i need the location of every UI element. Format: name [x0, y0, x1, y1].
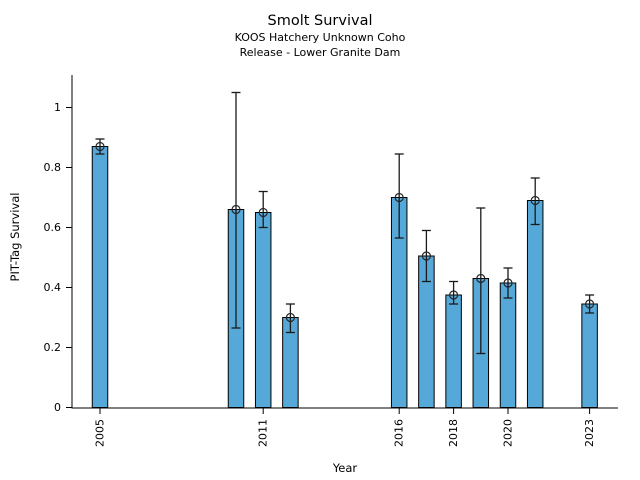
- y-tick-label: 0.6: [44, 221, 62, 234]
- chart-subtitle-line2: Release - Lower Granite Dam: [239, 46, 401, 59]
- x-tick-label: 2016: [393, 419, 406, 447]
- x-tick-label: 2023: [583, 419, 596, 447]
- chart-subtitle-line1: KOOS Hatchery Unknown Coho: [234, 31, 406, 44]
- chart-title: Smolt Survival: [267, 13, 373, 29]
- data-point-marker: [503, 278, 513, 288]
- y-tick-label: 0.4: [44, 281, 62, 294]
- data-point-marker: [258, 207, 268, 218]
- x-tick-label: 2020: [502, 419, 515, 447]
- data-point-marker: [394, 192, 404, 203]
- x-tick-label: 2011: [257, 419, 270, 447]
- data-point-marker: [584, 299, 595, 309]
- y-tick-label: 0.2: [44, 341, 62, 354]
- y-axis-label: PIT-Tag Survival: [8, 193, 22, 282]
- data-point-marker: [530, 195, 540, 206]
- bar-2023: [581, 303, 598, 408]
- data-point-marker: [95, 141, 105, 152]
- data-point-marker: [476, 273, 486, 284]
- bar-2011: [254, 212, 272, 408]
- data-point-marker: [285, 312, 295, 323]
- bar-2021: [526, 200, 544, 408]
- y-tick-label: 0.8: [44, 161, 62, 174]
- y-tick-label: 0: [54, 401, 61, 414]
- data-point-marker: [231, 204, 241, 215]
- data-point-marker: [421, 251, 431, 261]
- x-tick-label: 2005: [94, 419, 107, 447]
- bar-2005: [91, 146, 109, 408]
- x-axis-label: Year: [332, 461, 358, 475]
- bar-2018: [445, 294, 462, 408]
- y-tick-label: 1: [54, 101, 61, 114]
- bar-2020: [499, 282, 517, 408]
- data-point-marker: [449, 290, 459, 300]
- x-tick-label: 2018: [447, 419, 460, 447]
